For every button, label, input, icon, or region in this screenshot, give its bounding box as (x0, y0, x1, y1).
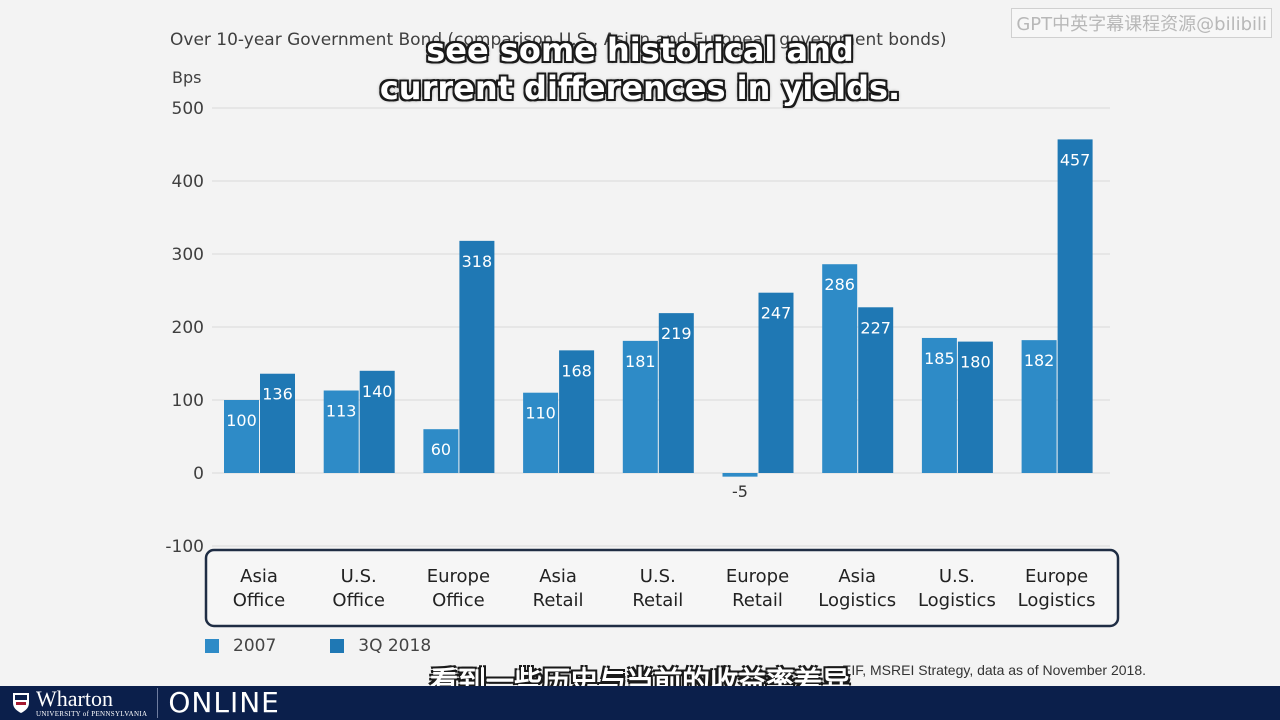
data-label: 140 (362, 382, 393, 401)
x-tick-label: Retail (732, 590, 783, 611)
data-label: 286 (824, 275, 855, 294)
y-tick-label: 0 (193, 464, 204, 484)
bar-2018 (858, 307, 894, 473)
x-tick-label: Logistics (1018, 590, 1096, 611)
x-tick-label: Retail (533, 590, 584, 611)
y-axis-label: Bps (172, 68, 202, 87)
y-tick-label: 100 (172, 391, 204, 411)
data-label: 168 (561, 361, 592, 380)
bar-2018 (1057, 139, 1093, 473)
data-label: 180 (960, 353, 991, 372)
bar-2018 (260, 373, 295, 473)
bar-2007 (523, 392, 559, 473)
x-tick-label: Office (432, 590, 485, 611)
bar-2007 (1021, 340, 1057, 473)
bar-2007 (822, 264, 858, 473)
x-tick-label: Europe (427, 566, 490, 587)
x-tick-label: U.S. (939, 566, 975, 587)
bar-2007 (722, 473, 758, 477)
y-tick-label: 200 (172, 318, 204, 338)
x-tick-label: Office (233, 590, 286, 611)
online-label: ONLINE (157, 688, 279, 718)
legend-item-2018: 3Q 2018 (330, 636, 431, 656)
bar-2007 (323, 390, 359, 473)
x-tick-label: Retail (632, 590, 683, 611)
x-tick-label: Asia (838, 566, 876, 587)
y-tick-label: 300 (172, 245, 204, 265)
brand-subtitle: UNIVERSITY of PENNSYLVANIA (36, 710, 148, 718)
data-label: 100 (226, 411, 257, 430)
x-tick-label: Europe (726, 566, 789, 587)
data-label: 113 (326, 402, 357, 421)
watermark: GPT中英字幕课程资源@bilibili (1011, 8, 1272, 38)
bar-2018 (359, 370, 395, 473)
bar-2007 (921, 337, 957, 473)
bar-2018 (459, 240, 495, 473)
data-label: 318 (462, 252, 493, 271)
category-axis-box (204, 548, 1120, 628)
x-tick-label: Europe (1025, 566, 1088, 587)
data-label: 227 (860, 318, 891, 337)
legend: 2007 3Q 2018 (205, 636, 431, 656)
data-label: 136 (262, 385, 293, 404)
bar-2018 (559, 350, 595, 473)
x-tick-label: U.S. (341, 566, 377, 587)
source-note: EIF, MSREI Strategy, data as of November… (842, 662, 1146, 678)
data-label: 219 (661, 324, 692, 343)
bar-2007 (622, 340, 658, 473)
data-label: 181 (625, 352, 656, 371)
data-label: 60 (431, 440, 451, 459)
data-label: 182 (1024, 351, 1055, 370)
chart-title: Over 10-year Government Bond (comparison… (170, 30, 947, 50)
y-tick-label: -100 (165, 537, 204, 557)
footer-bar: Wharton UNIVERSITY of PENNSYLVANIA ONLIN… (0, 686, 1280, 720)
data-label: 110 (525, 404, 556, 423)
bar-2018 (957, 341, 993, 473)
x-tick-label: Asia (240, 566, 278, 587)
legend-item-2007: 2007 (205, 636, 276, 656)
data-label: 247 (761, 304, 792, 323)
x-tick-label: Office (332, 590, 385, 611)
legend-label-2018: 3Q 2018 (358, 636, 432, 656)
bar-2018 (658, 313, 694, 473)
bar-2018 (758, 292, 794, 473)
x-tick-label: U.S. (640, 566, 676, 587)
data-label: -5 (732, 482, 748, 501)
bar-2007 (224, 400, 259, 473)
x-tick-label: Logistics (818, 590, 896, 611)
legend-label-2007: 2007 (233, 636, 277, 656)
legend-swatch-2018 (330, 639, 345, 653)
brand-name: Wharton (36, 686, 113, 711)
legend-swatch-2007 (205, 639, 219, 653)
shield-icon (13, 693, 29, 713)
bar-2007 (423, 429, 459, 473)
wharton-logo: Wharton UNIVERSITY of PENNSYLVANIA ONLIN… (12, 686, 280, 720)
x-tick-label: Asia (539, 566, 577, 587)
data-label: 457 (1060, 150, 1091, 169)
x-tick-label: Logistics (918, 590, 996, 611)
y-tick-label: 500 (172, 99, 204, 119)
data-label: 185 (924, 349, 955, 368)
y-tick-label: 400 (172, 172, 204, 192)
bar-chart: 500 400 300 200 100 0 -100 100 136 113 140 60 318 110… (165, 99, 1120, 628)
